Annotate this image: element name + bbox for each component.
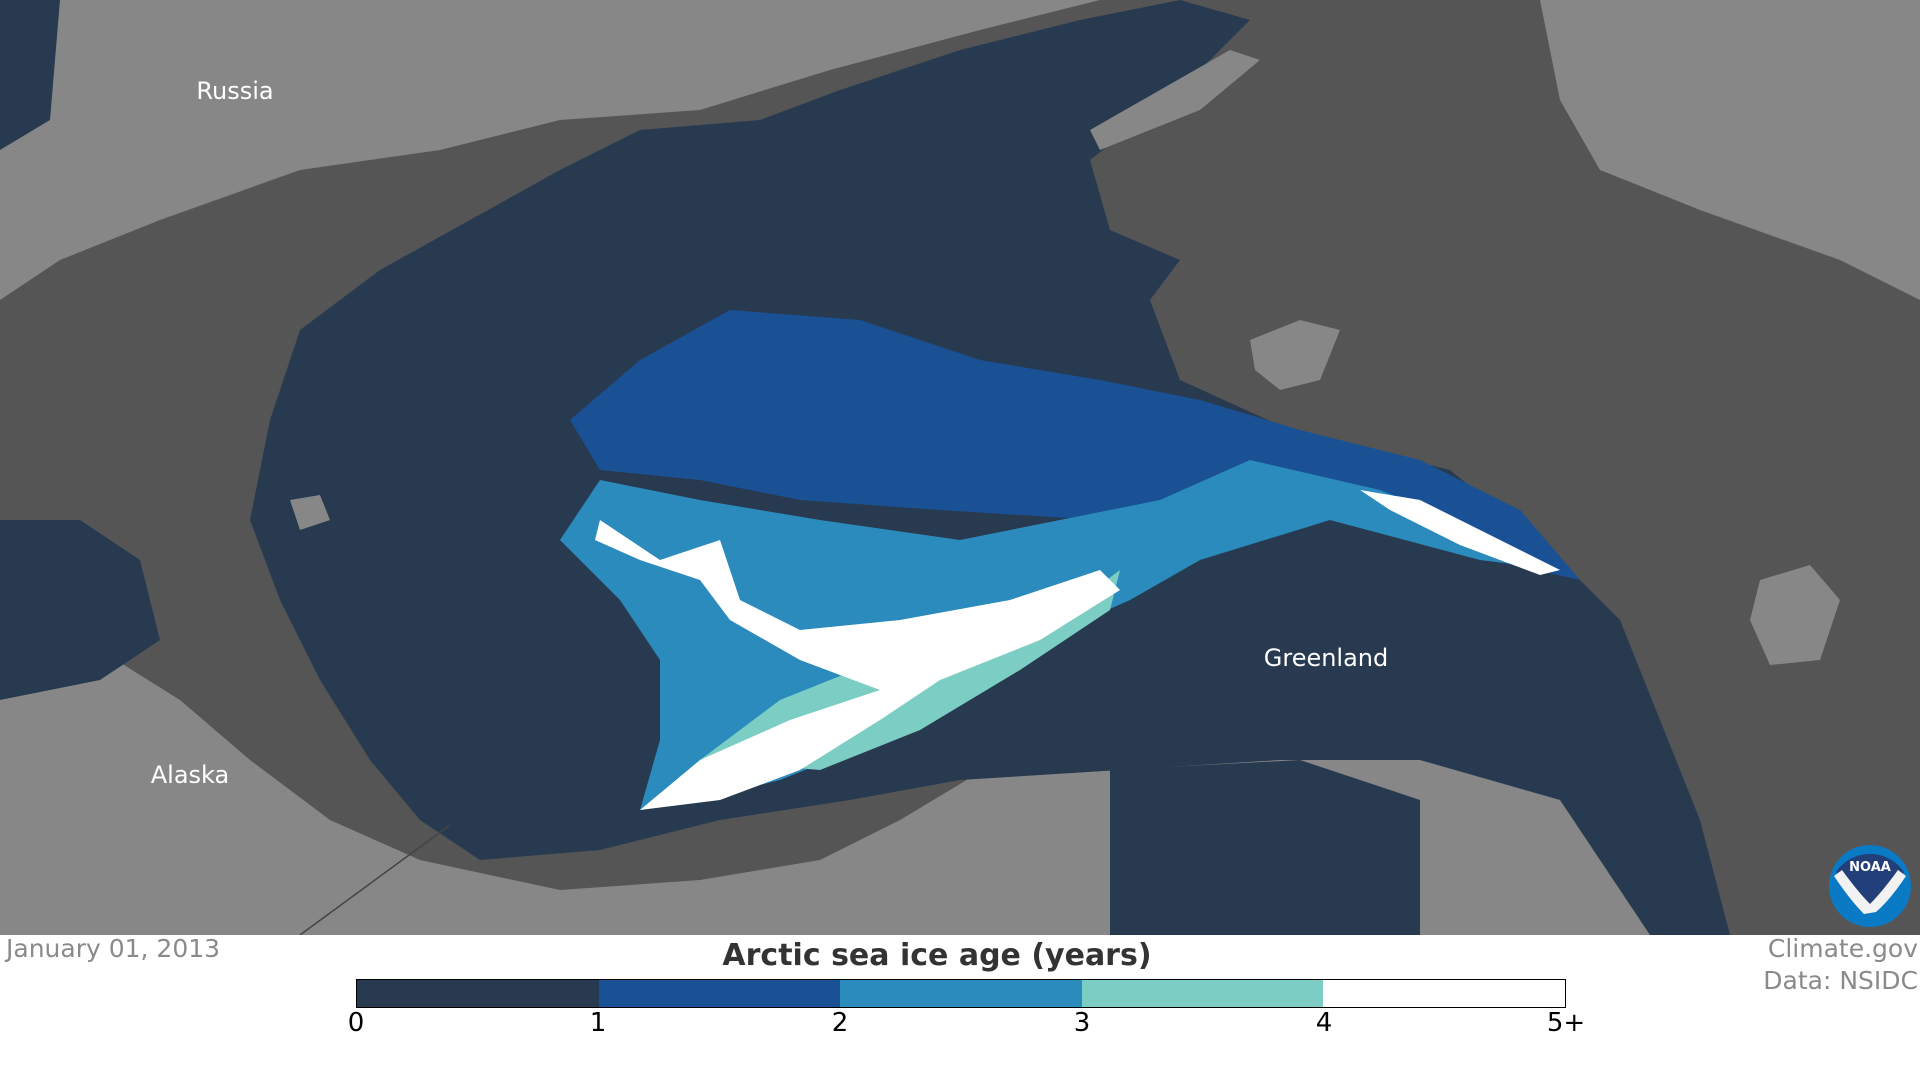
iceland — [1750, 565, 1840, 665]
legend-swatch-0-1 — [357, 980, 599, 1007]
date-label: January 01, 2013 — [6, 934, 221, 963]
label-alaska: Alaska — [150, 761, 230, 789]
novaya-zemlya — [1090, 50, 1260, 150]
alaska-russia-boundary — [299, 824, 451, 935]
wrangel-island — [290, 495, 330, 530]
legend-tick: 2 — [831, 1008, 849, 1038]
legend-tick: 5+ — [1546, 1008, 1586, 1038]
legend-swatch-1-2 — [598, 980, 841, 1007]
legend-title: Arctic sea ice age (years) — [722, 938, 1152, 973]
ice-age-4-plus — [595, 520, 1120, 810]
noaa-logo-text: NOAA — [1849, 860, 1891, 875]
ice-age-0-1-hudson — [1110, 760, 1420, 935]
legend-swatch-2-3 — [840, 980, 1082, 1007]
svalbard — [1250, 320, 1340, 390]
noaa-logo: NOAA — [1829, 845, 1911, 927]
legend-tick: 4 — [1315, 1008, 1333, 1038]
legend-tick: 0 — [347, 1008, 365, 1038]
credit-site: Climate.gov — [1767, 934, 1918, 963]
label-russia: Russia — [196, 77, 274, 105]
credit-data: Data: NSIDC — [1763, 966, 1918, 995]
label-greenland: Greenland — [1263, 644, 1389, 672]
legend-tick: 1 — [589, 1008, 607, 1038]
legend-tick: 3 — [1073, 1008, 1091, 1038]
ice-age-0-1-west — [0, 0, 160, 700]
color-legend-bar — [356, 979, 1566, 1008]
legend-swatch-4-5+ — [1323, 980, 1565, 1007]
ice-age-4-plus-strip — [1360, 490, 1560, 575]
legend-swatch-3-4 — [1081, 980, 1324, 1007]
sea-ice-map — [0, 0, 1920, 935]
